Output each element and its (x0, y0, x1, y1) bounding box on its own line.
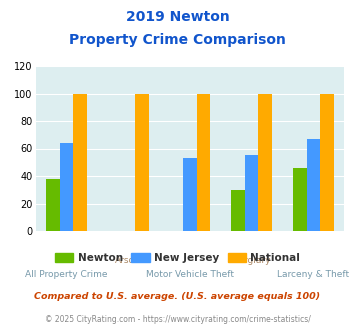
Legend: Newton, New Jersey, National: Newton, New Jersey, National (50, 248, 305, 267)
Text: All Property Crime: All Property Crime (25, 270, 108, 279)
Text: Larceny & Theft: Larceny & Theft (277, 270, 350, 279)
Text: Motor Vehicle Theft: Motor Vehicle Theft (146, 270, 234, 279)
Bar (231, 190, 245, 231)
Text: Compared to U.S. average. (U.S. average equals 100): Compared to U.S. average. (U.S. average … (34, 292, 321, 301)
Bar (135, 93, 148, 231)
Bar (293, 168, 307, 231)
Text: © 2025 CityRating.com - https://www.cityrating.com/crime-statistics/: © 2025 CityRating.com - https://www.city… (45, 315, 310, 324)
Text: Arson: Arson (115, 256, 141, 265)
Text: Burglary: Burglary (233, 256, 271, 265)
Text: Property Crime Comparison: Property Crime Comparison (69, 33, 286, 47)
Bar (60, 143, 73, 231)
Text: 2019 Newton: 2019 Newton (126, 10, 229, 24)
Bar (307, 139, 320, 231)
Bar (258, 93, 272, 231)
Bar (197, 93, 210, 231)
Bar (245, 155, 258, 231)
Bar (320, 93, 334, 231)
Bar (46, 179, 60, 231)
Bar (73, 93, 87, 231)
Bar (183, 158, 197, 231)
